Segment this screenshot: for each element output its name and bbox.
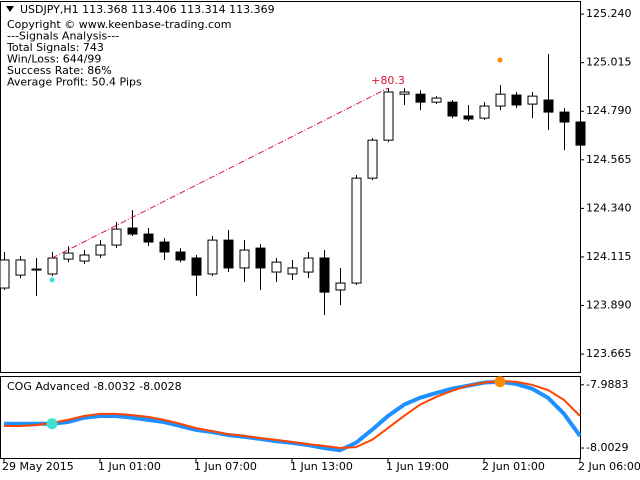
y-tick-label: 123.890 [586,299,632,312]
y-tick-label: 124.340 [586,201,632,214]
x-tick-label: 2 Jun 01:00 [482,460,545,473]
candle-body [527,95,538,105]
info-line: Total Signals: 743 [6,41,104,54]
candle-body [255,247,266,269]
y-tick-label: -7.9883 [586,378,628,391]
candle-body [15,259,26,276]
y-tick-label: 125.015 [586,56,632,69]
info-line: Success Rate: 86% [7,64,112,77]
signal-dot [49,277,55,283]
candle-body [463,115,474,120]
y-tick-label: 124.565 [586,153,632,166]
x-tick-label: 1 Jun 19:00 [386,460,449,473]
candle-body [63,252,74,260]
x-tick-label: 1 Jun 01:00 [98,460,161,473]
trade-label: +80.3 [371,74,405,87]
candle-body [31,268,42,271]
candle-body [431,97,442,103]
signal-dot [497,57,503,63]
main-frame [0,1,581,373]
x-tick-label: 29 May 2015 [2,460,74,473]
candle-body [143,233,154,243]
candle-body [543,99,554,113]
candle-body [271,261,282,273]
y-tick-label: 124.790 [586,104,632,117]
candle-body [127,227,138,235]
candle-body [175,251,186,261]
candle-body [95,244,106,256]
indicator-line [4,379,581,450]
candle-body [415,93,426,103]
dropdown-icon[interactable] [6,6,14,12]
y-tick-label: 125.240 [586,7,632,20]
x-tick-label: 2 Jun 06:00 [578,460,640,473]
info-line: Average Profit: 50.4 Pips [7,76,142,89]
candle-body [447,101,458,117]
signal-dot [494,376,506,388]
candle-body [319,257,330,293]
candle-body [479,105,490,119]
candle-body [399,91,410,95]
candle-body [239,249,250,269]
y-tick-label: 123.665 [586,347,632,360]
symbol-header: USDJPY,H1 113.368 113.406 113.314 113.36… [20,3,275,16]
trade-line [51,87,389,259]
candle-body [0,259,10,289]
candle-body [159,241,170,253]
x-tick-label: 1 Jun 07:00 [194,460,257,473]
candle-body [351,177,362,284]
candle-body [335,282,346,291]
candle-body [367,139,378,179]
y-tick-label: 124.115 [586,250,632,263]
candle-body [511,94,522,106]
candle-body [287,267,298,275]
candle-body [383,91,394,141]
indicator-frame [0,376,581,459]
candle-body [111,228,122,246]
candle-body [495,93,506,107]
info-line: Copyright © www.keenbase-trading.com [7,18,231,31]
candle-body [559,111,570,123]
y-tick-label: -8.0029 [586,441,628,454]
candle-body [47,257,58,275]
info-line: Win/Loss: 644/99 [7,53,101,66]
candle-body [79,254,90,262]
candle-body [191,257,202,276]
candle-body [223,239,234,269]
x-tick-label: 1 Jun 13:00 [290,460,353,473]
candle-body [575,121,586,146]
signal-dot [46,418,58,430]
info-line: ---Signals Analysis--- [7,30,119,43]
candle-body [303,257,314,273]
candle-body [207,239,218,275]
indicator-title: COG Advanced -8.0032 -8.0028 [7,380,182,393]
